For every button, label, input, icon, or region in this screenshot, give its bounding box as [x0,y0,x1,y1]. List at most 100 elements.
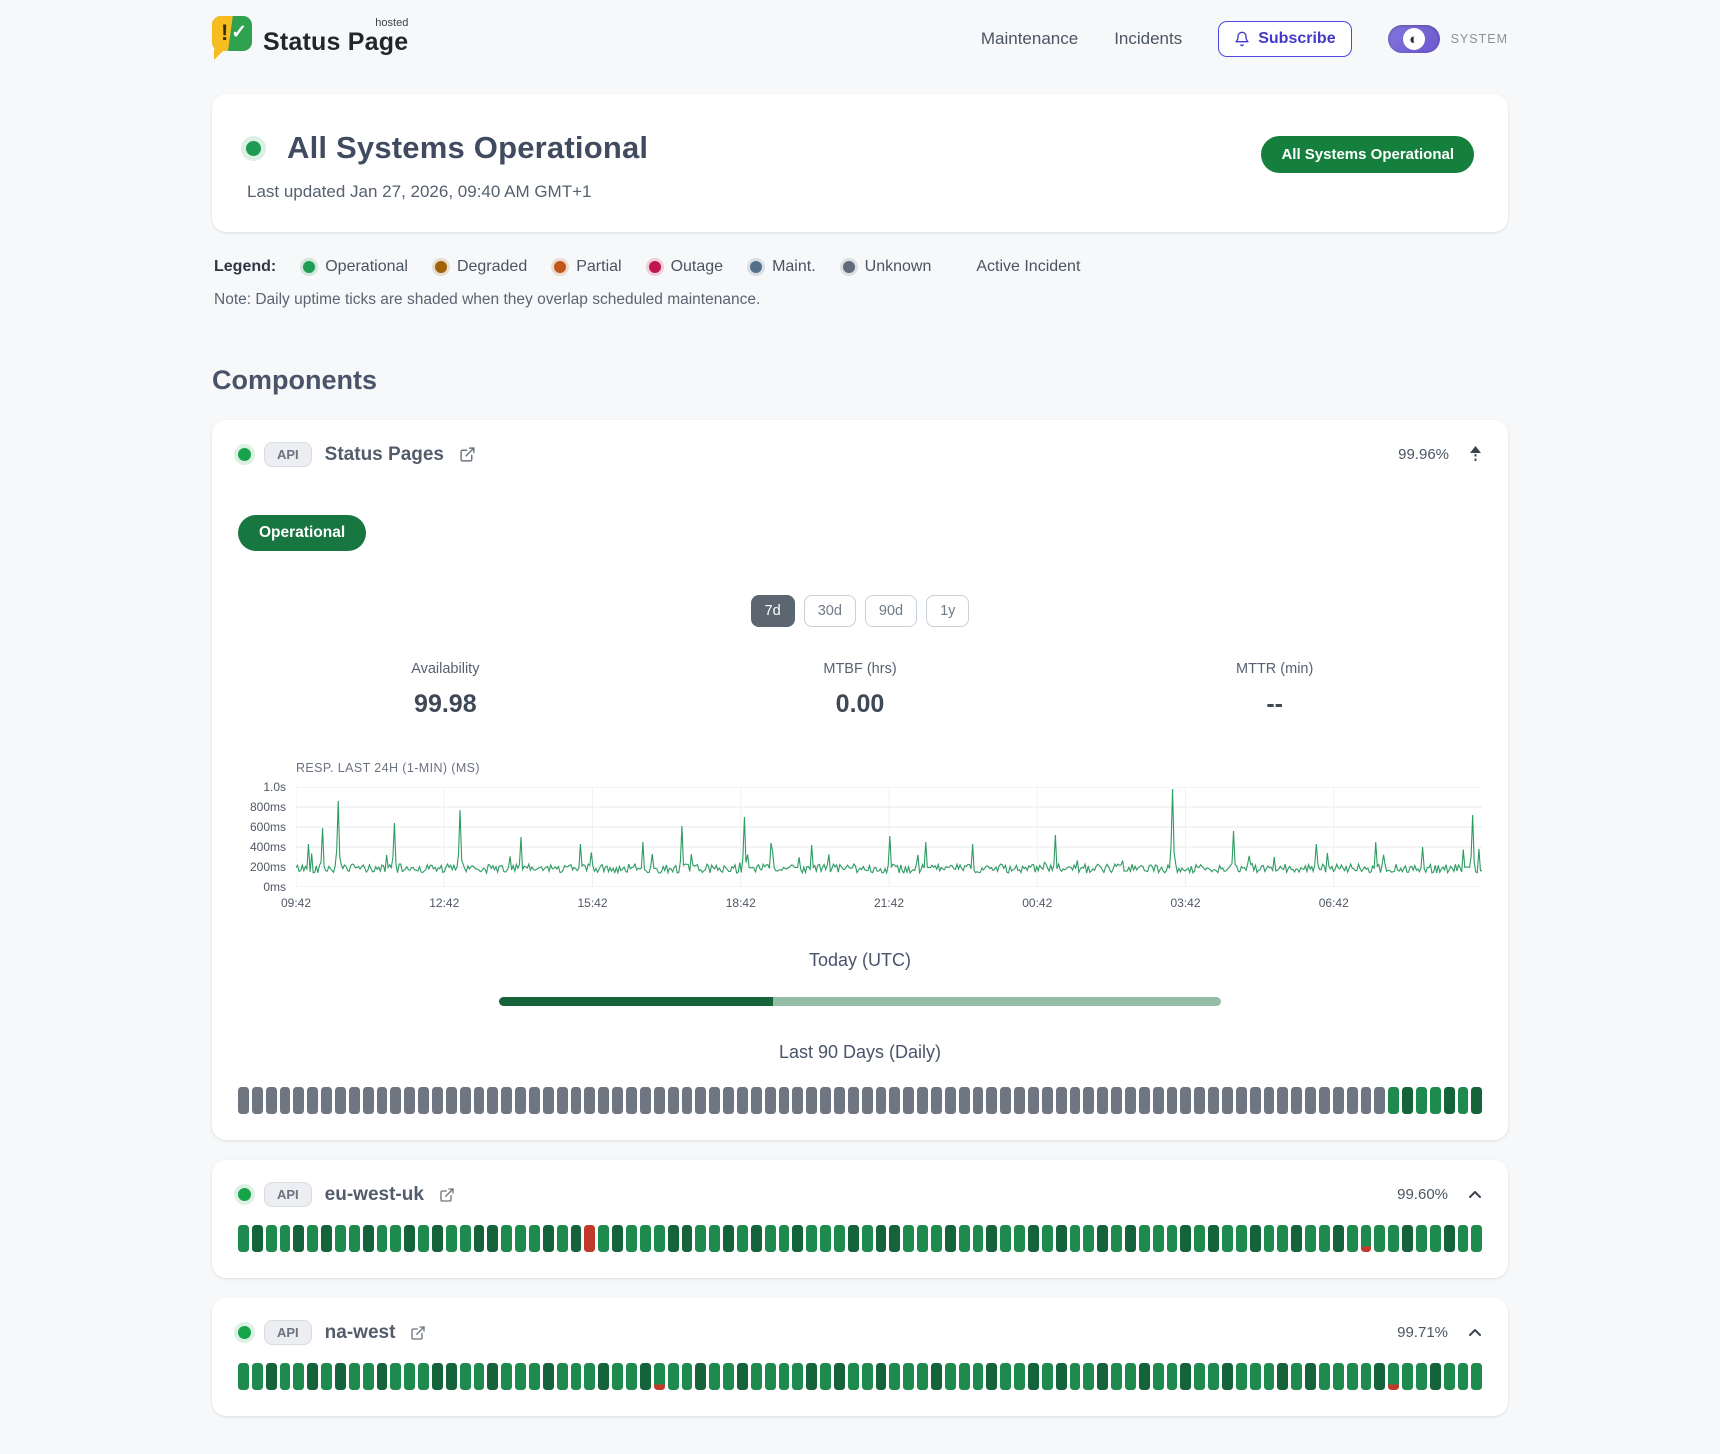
uptime-tick [639,1225,651,1252]
uptime-tick [750,1225,762,1252]
component-header[interactable]: API Status Pages 99.96% [238,442,1482,467]
chart-y-tick: 400ms [249,840,286,854]
chevron-up-icon[interactable] [1468,1328,1482,1337]
stat-availability: Availability 99.98 [411,661,480,718]
range-button-1y[interactable]: 1y [926,595,970,627]
check-icon: ✓ [231,22,247,43]
uptime-tick [1014,1087,1025,1114]
uptime-tick [542,1225,554,1252]
component-uptime-pct: 99.96% [1398,446,1449,463]
uptime-tick [1000,1087,1012,1114]
uptime-tick [1041,1225,1053,1252]
component-name: eu-west-uk [324,1183,424,1205]
uptime-tick [1180,1225,1192,1252]
uptime-tick [473,1363,485,1390]
uptime-tick [238,1225,249,1252]
uptime-tick [681,1363,693,1390]
uptime-tick [321,1087,333,1114]
stat-mttr-min-: MTTR (min) -- [1236,661,1314,718]
component-tag-badge: API [264,442,312,467]
uptime-tick [1138,1087,1150,1114]
subscribe-button[interactable]: Subscribe [1218,21,1352,57]
uptime-tick [847,1087,859,1114]
uptime-tick [1111,1087,1122,1114]
uptime-tick [1111,1225,1122,1252]
theme-toggle[interactable]: ◐ [1387,25,1440,53]
component-header[interactable]: API na-west 99.71% [238,1320,1482,1345]
uptime-tick [1069,1087,1081,1114]
range-button-30d[interactable]: 30d [803,595,856,627]
uptime-tick [1180,1087,1192,1114]
uptime-tick [1346,1363,1358,1390]
uptime-tick [251,1363,263,1390]
uptime-tick [598,1363,610,1390]
app-logo[interactable]: ! ✓ hosted Status Page [212,16,408,62]
component-status-badge: Operational [238,515,367,551]
legend-dot [434,261,447,273]
chart-x-tick: 15:42 [577,896,608,910]
uptime-tick [487,1225,499,1252]
chevron-up-icon[interactable] [1468,1190,1482,1199]
uptime-tick [570,1363,582,1390]
range-button-90d[interactable]: 90d [864,595,918,627]
uptime-tick [293,1087,305,1114]
uptime-tick [736,1225,748,1252]
uptime-tick [432,1087,443,1114]
uptime-tick [1194,1363,1206,1390]
external-link-icon[interactable] [439,1187,455,1203]
component-status-dot [238,448,251,461]
uptime-tick [764,1363,776,1390]
chart-title: RESP. LAST 24H (1-MIN) (MS) [296,761,480,775]
chart-x-tick: 09:42 [280,896,312,910]
external-link-icon[interactable] [459,446,476,463]
uptime-tick [986,1225,998,1252]
uptime-tick [1014,1363,1025,1390]
nav-maintenance[interactable]: Maintenance [980,29,1079,48]
chart-y-tick: 600ms [249,820,286,834]
bell-icon [1234,31,1250,47]
uptime-tick [667,1087,679,1114]
legend-item-operational: Operational [303,258,408,276]
component-uptime-pct: 99.60% [1397,1186,1448,1203]
legend-item-partial: Partial [554,258,622,276]
component-card-status-pages: API Status Pages 99.96% [212,420,1508,1140]
uptime-tick [321,1363,333,1390]
uptime-tick [958,1087,970,1114]
uptime-tick [598,1225,610,1252]
uptime-tick [1360,1225,1372,1252]
uptime-tick [1125,1225,1136,1252]
collapse-arrow-icon[interactable] [1469,445,1482,464]
uptime-tick [681,1087,693,1114]
nav-incidents[interactable]: Incidents [1114,29,1183,48]
uptime-tick [1416,1225,1427,1252]
component-name: Status Pages [324,443,444,465]
uptime-tick [833,1087,845,1114]
uptime-tick [321,1225,333,1252]
uptime-tick [847,1225,859,1252]
uptime-tick [1138,1225,1150,1252]
uptime-tick [1166,1087,1178,1114]
chart-x-axis: 09:42 12:42 15:42 18:42 21:42 00:42 03:42 06:42 [281,896,1482,914]
uptime-tick [653,1087,665,1114]
component-header[interactable]: API eu-west-uk 99.60% [238,1182,1482,1207]
uptime-tick [944,1087,956,1114]
external-link-icon[interactable] [410,1325,426,1341]
range-button-7d[interactable]: 7d [750,595,795,627]
uptime-tick [348,1225,360,1252]
uptime-tick [972,1087,984,1114]
uptime-tick [487,1087,499,1114]
uptime-tick [473,1087,485,1114]
uptime-tick [307,1225,319,1252]
uptime-tick [1111,1363,1122,1390]
uptime-tick [1346,1087,1358,1114]
uptime-tick [279,1225,291,1252]
uptime-tick [1194,1225,1206,1252]
uptime-tick [1471,1363,1483,1390]
uptime-tick [1152,1225,1164,1252]
uptime-tick [1235,1225,1247,1252]
uptime-tick [1429,1087,1441,1114]
uptime-tick [501,1363,513,1390]
chart-plot: 0ms 200ms 400ms 600ms 800ms 1.0s [250,780,1482,894]
today-progress-elapsed [499,997,774,1006]
legend: Legend: Operational Degraded Partial Outage… [212,258,1508,309]
